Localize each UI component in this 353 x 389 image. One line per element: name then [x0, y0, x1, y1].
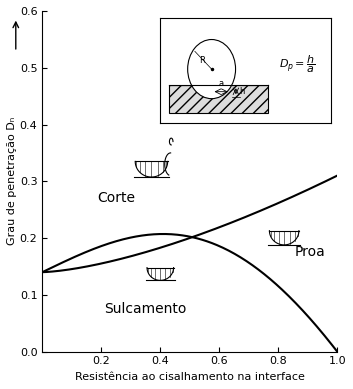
Text: Proa: Proa: [294, 245, 325, 259]
Text: Corte: Corte: [97, 191, 135, 205]
Y-axis label: Grau de penetração Dₙ: Grau de penetração Dₙ: [7, 117, 17, 245]
Text: Sulcamento: Sulcamento: [104, 302, 187, 316]
X-axis label: Resistência ao cisalhamento na interface: Resistência ao cisalhamento na interface: [75, 372, 305, 382]
